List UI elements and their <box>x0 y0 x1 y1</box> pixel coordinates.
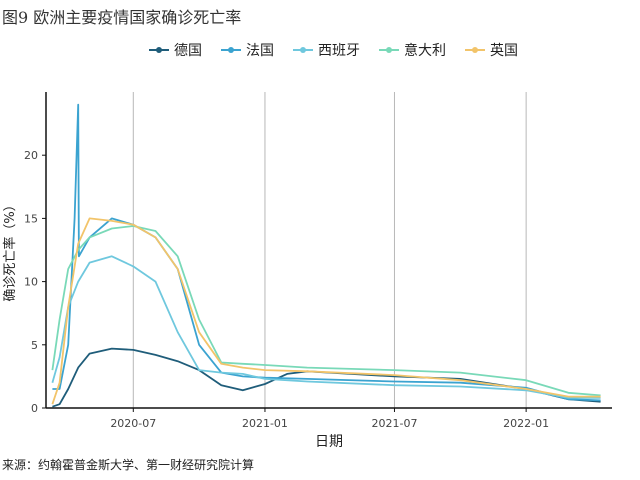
y-tick-label: 15 <box>24 212 38 225</box>
series-line-3 <box>51 255 601 399</box>
series-line-5 <box>51 217 601 405</box>
legend-key <box>465 47 485 53</box>
legend-key <box>221 47 241 53</box>
series-line-1 <box>52 347 601 408</box>
legend-item: 英国 <box>464 40 518 60</box>
legend-label: 意大利 <box>404 43 446 59</box>
x-tick-label: 2021-01 <box>242 417 288 430</box>
legend-item: 德国 <box>148 40 202 60</box>
y-tick-label: 5 <box>31 339 38 352</box>
x-axis-label: 日期 <box>315 434 343 450</box>
legend-item: 意大利 <box>378 40 446 60</box>
legend-key <box>293 47 313 53</box>
legend-key <box>379 47 399 53</box>
y-tick-label: 20 <box>24 149 38 162</box>
legend-label: 法国 <box>246 43 274 59</box>
source-note: 来源：约翰霍普金斯大学、第一财经研究院计算 <box>2 458 255 472</box>
legend-label: 英国 <box>490 43 518 59</box>
legend-item: 法国 <box>220 40 274 60</box>
x-tick-label: 2020-07 <box>110 417 156 430</box>
y-tick-label: 0 <box>31 402 38 415</box>
x-tick-label: 2021-07 <box>371 417 417 430</box>
chart-title: 图9 欧洲主要疫情国家确诊死亡率 <box>2 8 242 27</box>
legend-label: 德国 <box>174 43 202 59</box>
y-tick-label: 10 <box>24 276 38 289</box>
x-tick-label: 2022-01 <box>503 417 549 430</box>
y-axis-label: 确诊死亡率（%） <box>2 198 18 301</box>
legend-key <box>149 47 169 53</box>
legend-label: 西班牙 <box>318 43 360 59</box>
legend: 德国 法国 西班牙 意大利 英国 <box>148 40 536 60</box>
series-line-4 <box>51 225 601 397</box>
series-line-2 <box>52 103 601 402</box>
legend-item: 西班牙 <box>292 40 360 60</box>
